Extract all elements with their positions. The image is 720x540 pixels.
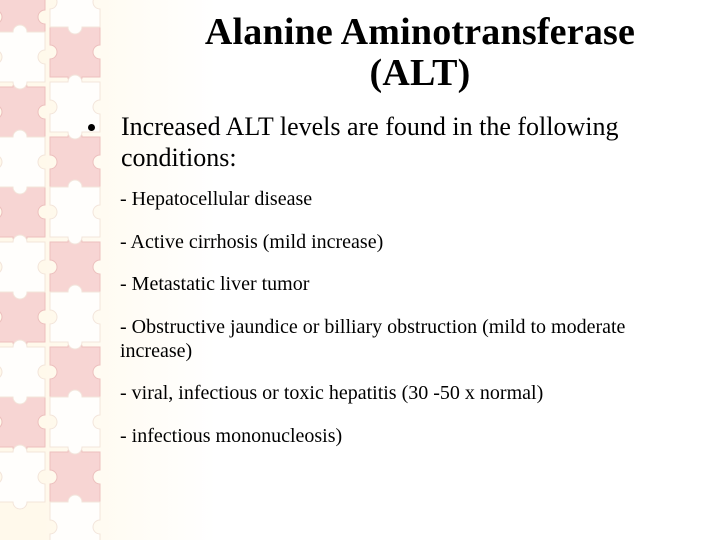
- lead-text: Increased ALT levels are found in the fo…: [121, 112, 680, 173]
- list-item: - infectious mononucleosis): [120, 424, 660, 448]
- bullet-icon: [88, 124, 95, 131]
- list-item: - Hepatocellular disease: [120, 187, 660, 211]
- items-list: - Hepatocellular disease - Active cirrho…: [120, 187, 660, 448]
- slide-title: Alanine Aminotransferase (ALT): [150, 12, 690, 94]
- slide: Alanine Aminotransferase (ALT) Increased…: [0, 0, 720, 540]
- list-item: - Metastatic liver tumor: [120, 272, 660, 296]
- list-item: - Active cirrhosis (mild increase): [120, 230, 660, 254]
- lead-row: Increased ALT levels are found in the fo…: [88, 112, 680, 173]
- slide-content: Alanine Aminotransferase (ALT) Increased…: [0, 0, 720, 540]
- list-item: - viral, infectious or toxic hepatitis (…: [120, 381, 660, 405]
- list-item: - Obstructive jaundice or billiary obstr…: [120, 315, 660, 364]
